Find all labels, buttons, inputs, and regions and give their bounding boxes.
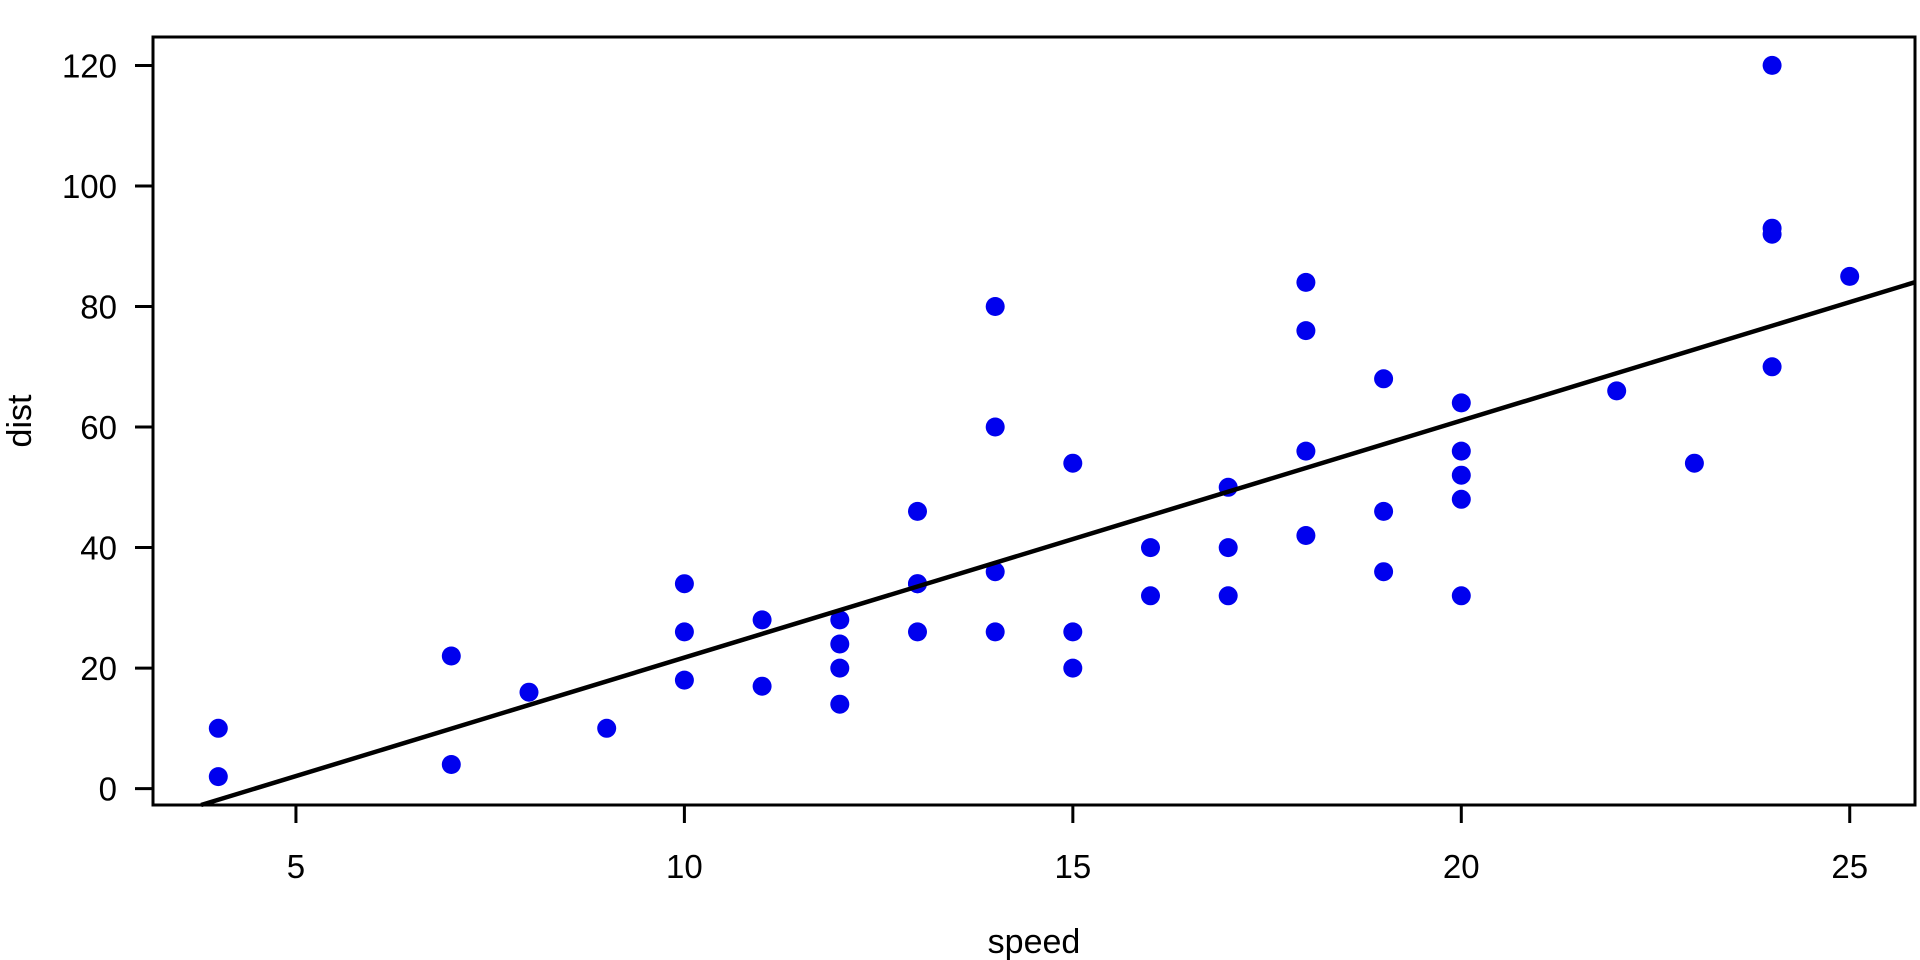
- data-point: [1762, 218, 1782, 238]
- data-point: [1607, 381, 1627, 401]
- y-tick-label: 100: [62, 168, 117, 205]
- x-tick-label: 15: [1054, 848, 1091, 885]
- data-point: [985, 417, 1005, 437]
- y-axis-label: dist: [1, 394, 39, 447]
- x-tick-label: 10: [666, 848, 703, 885]
- data-point: [985, 297, 1005, 316]
- data-point: [1451, 586, 1471, 606]
- data-point: [1840, 266, 1860, 286]
- x-axis-label: speed: [988, 923, 1081, 960]
- data-point: [441, 646, 461, 666]
- data-point: [597, 718, 617, 738]
- y-tick-label: 120: [62, 47, 117, 84]
- data-point: [1374, 562, 1394, 582]
- x-tick-label: 25: [1831, 848, 1868, 885]
- data-point: [1684, 453, 1704, 473]
- data-point: [1762, 357, 1782, 377]
- y-tick-label: 40: [80, 530, 117, 567]
- y-tick-label: 20: [80, 650, 117, 687]
- data-point: [1451, 465, 1471, 485]
- data-point: [830, 610, 850, 630]
- data-point: [752, 610, 772, 630]
- data-point: [1063, 658, 1083, 678]
- data-point: [1296, 272, 1316, 292]
- data-point: [1451, 489, 1471, 509]
- data-point: [908, 622, 927, 642]
- data-point: [1296, 321, 1316, 341]
- data-point: [208, 718, 228, 738]
- data-point: [1374, 369, 1394, 389]
- data-point: [752, 676, 772, 696]
- data-point: [908, 501, 927, 521]
- data-point: [519, 682, 539, 702]
- data-point: [1218, 586, 1238, 606]
- data-point: [1141, 538, 1160, 558]
- data-point: [1296, 526, 1316, 545]
- data-point: [1762, 55, 1782, 75]
- data-point: [1296, 441, 1316, 461]
- data-point: [1063, 622, 1083, 642]
- fit-line-layer: [200, 280, 1916, 808]
- data-point: [1451, 393, 1471, 413]
- regression-line: [200, 280, 1916, 808]
- data-point: [1451, 441, 1471, 461]
- y-tick-label: 60: [80, 409, 117, 446]
- x-tick-label: 5: [287, 848, 305, 885]
- data-point: [985, 622, 1005, 642]
- plot-border: [151, 35, 1917, 807]
- data-point: [674, 622, 694, 642]
- y-tick-label: 0: [99, 771, 117, 808]
- data-point: [1063, 453, 1083, 473]
- data-point: [830, 658, 850, 678]
- y-tick-label: 80: [80, 288, 117, 325]
- data-point: [830, 634, 850, 654]
- points-layer: [208, 55, 1860, 787]
- data-point: [674, 670, 694, 690]
- data-point: [1141, 586, 1160, 606]
- data-point: [208, 767, 228, 787]
- data-point: [674, 574, 694, 594]
- data-point: [830, 694, 850, 714]
- x-tick-label: 20: [1443, 848, 1480, 885]
- data-point: [1374, 501, 1394, 521]
- data-point: [985, 562, 1005, 582]
- data-point: [441, 755, 461, 774]
- data-point: [1218, 538, 1238, 558]
- axes-layer: 5 10 15 20 25 0 20 40 60 80 100 120: [62, 35, 1917, 885]
